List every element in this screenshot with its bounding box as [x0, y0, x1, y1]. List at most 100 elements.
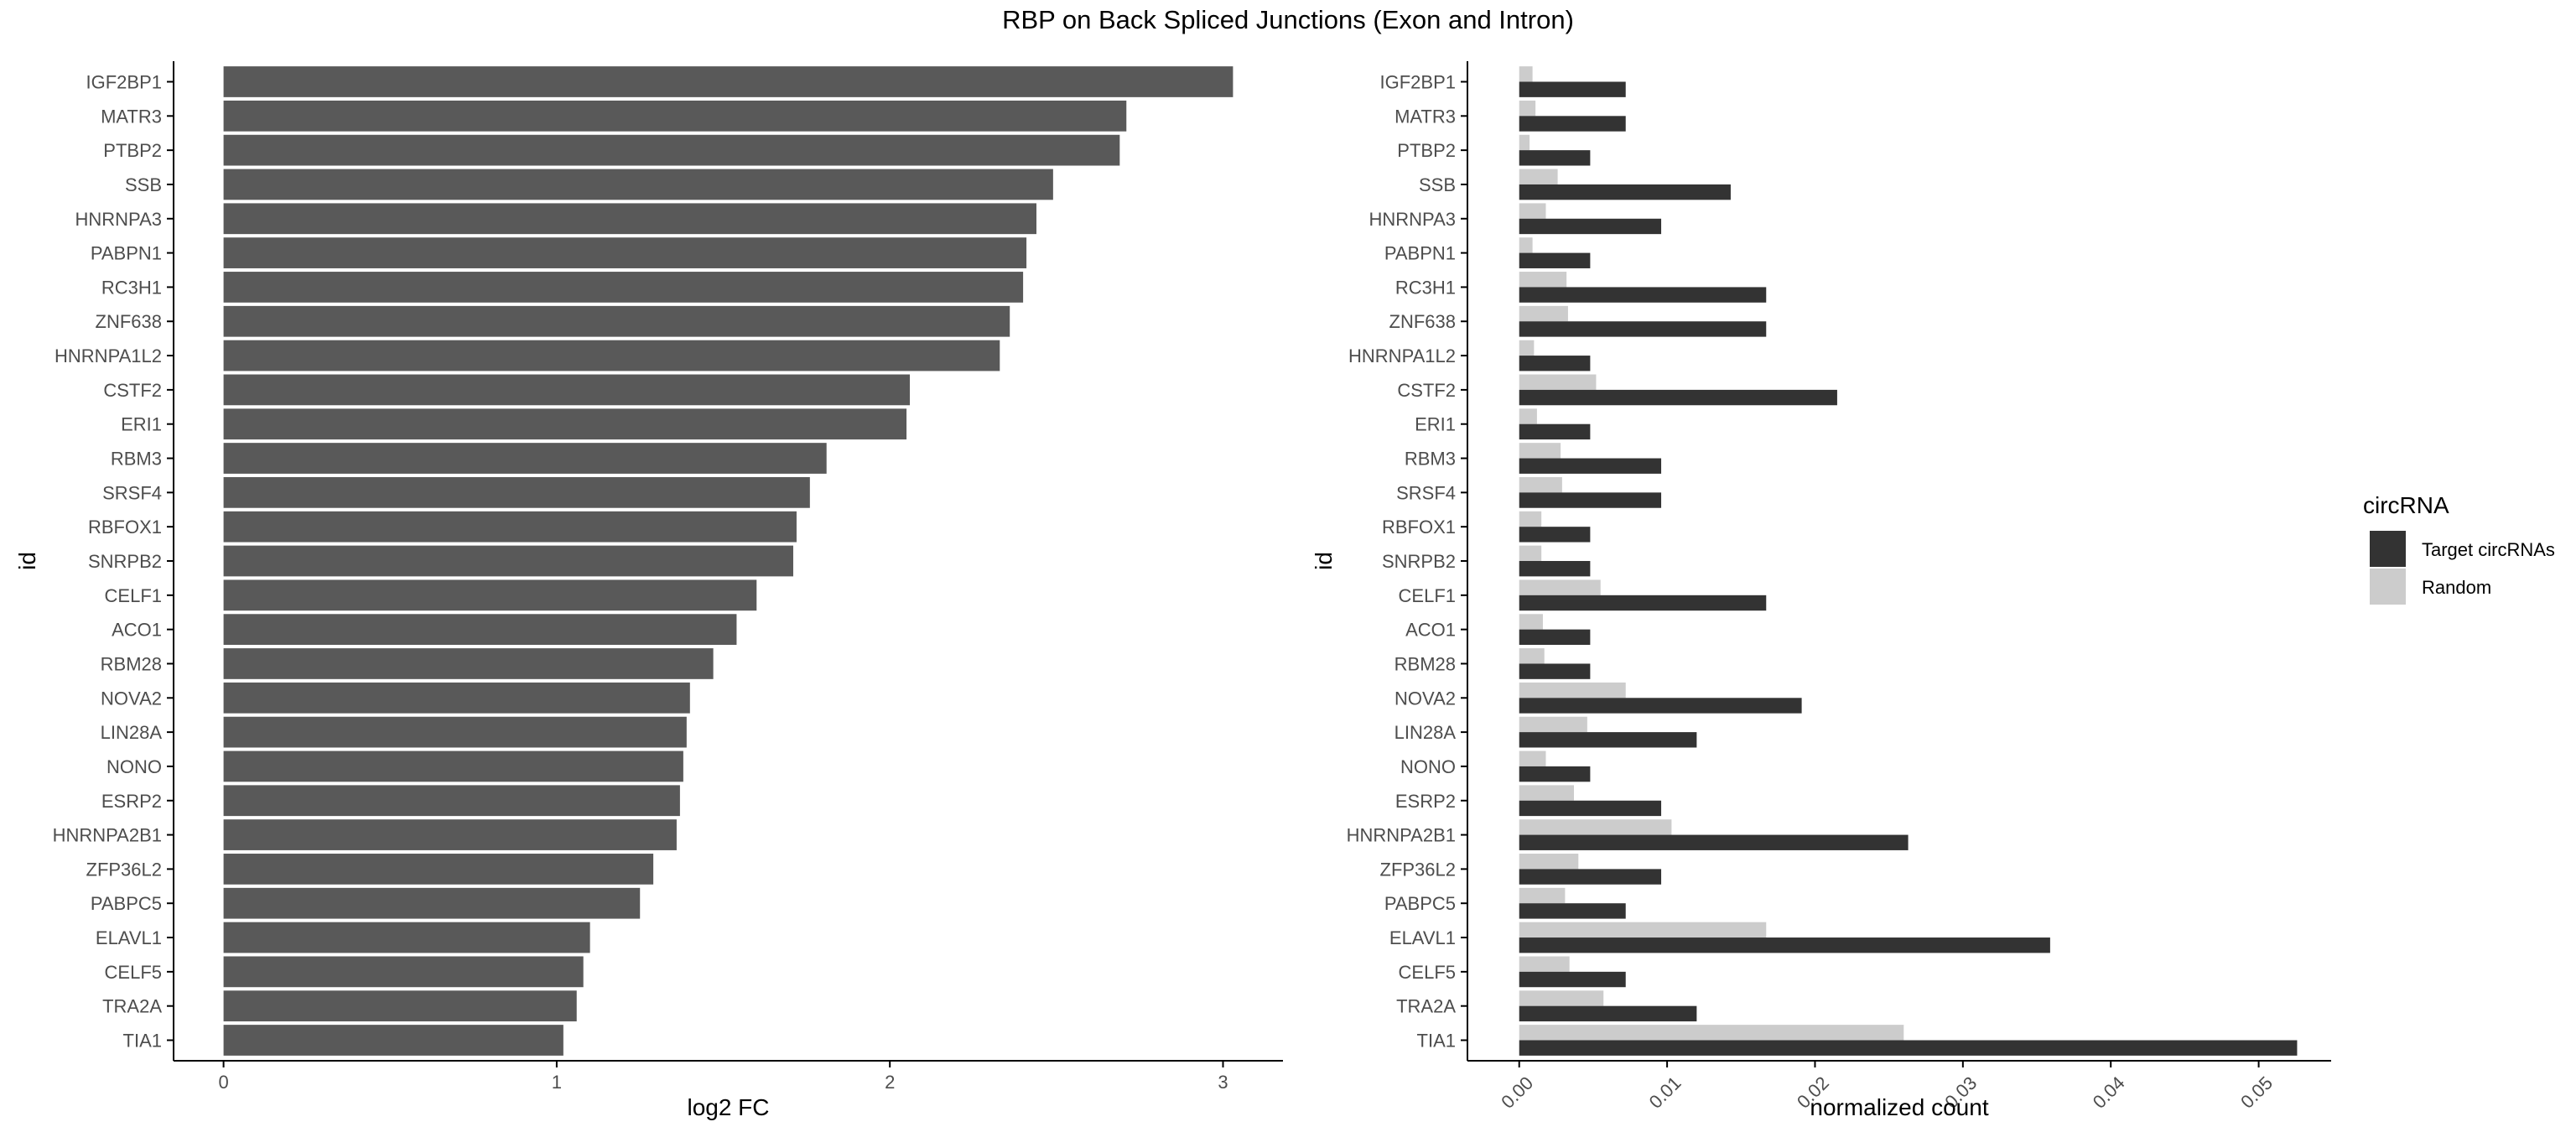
bar-lin28a-target-circrnas: [1519, 732, 1697, 748]
bar-igf2bp1: [223, 66, 1233, 97]
y-tick-label-ssb: SSB: [1419, 174, 1456, 195]
y-tick-label-hnrnpa2b1: HNRNPA2B1: [1347, 825, 1456, 846]
bar-rbm3: [223, 443, 827, 474]
bar-eri1-target-circrnas: [1519, 423, 1591, 440]
right-panel-normalized-count: IGF2BP1 MATR3 PTBP2 SSB HNRNPA3 PABPN1 RC3H1 ZN…: [1311, 61, 2331, 1120]
bar-hnrnpa3-random: [1519, 203, 1546, 219]
bar-nova2-random: [1519, 682, 1626, 699]
bar-hnrnpa1l2-random: [1519, 340, 1535, 356]
y-tick-label-nono: NONO: [1400, 756, 1456, 777]
y-tick-label-zfp36l2: ZFP36L2: [86, 859, 163, 880]
bar-igf2bp1-random: [1519, 66, 1533, 82]
y-tick-label-esrp2: ESRP2: [1395, 791, 1456, 812]
y-tick-label-tra2a: TRA2A: [102, 996, 162, 1017]
bar-esrp2-random: [1519, 785, 1574, 801]
bar-ssb-target-circrnas: [1519, 184, 1731, 200]
y-tick-label-pabpc5: PABPC5: [1384, 893, 1456, 914]
y-tick-label-igf2bp1: IGF2BP1: [86, 71, 162, 92]
x-tick-label-0-00: 0.00: [1497, 1072, 1537, 1113]
bar-ptbp2: [223, 134, 1120, 166]
bar-znf638-random: [1519, 305, 1568, 322]
y-tick-label-rbm3: RBM3: [1405, 449, 1456, 470]
bar-esrp2-target-circrnas: [1519, 800, 1662, 817]
left-panel-log2fc: IGF2BP1 MATR3 PTBP2 SSB HNRNPA3 PABPN1 RC3H1 ZN…: [14, 61, 1283, 1120]
bar-ptbp2-random: [1519, 134, 1530, 151]
x-tick-label-2: 2: [885, 1072, 895, 1093]
y-tick-label-hnrnpa1l2: HNRNPA1L2: [1348, 345, 1456, 366]
y-tick-label-ptbp2: PTBP2: [1397, 140, 1456, 161]
bar-hnrnpa2b1: [223, 819, 677, 850]
y-tick-label-eri1: ERI1: [121, 414, 162, 435]
y-tick-label-pabpn1: PABPN1: [91, 243, 162, 264]
bar-znf638: [223, 305, 1010, 337]
x-axis-title: log2 FC: [687, 1094, 769, 1120]
y-tick-label-rbm28: RBM28: [1394, 653, 1456, 674]
x-tick-label-0-05: 0.05: [2236, 1072, 2277, 1113]
bar-tia1-target-circrnas: [1519, 1040, 2298, 1056]
y-tick-label-eri1: ERI1: [1415, 414, 1456, 435]
y-tick-label-igf2bp1: IGF2BP1: [1380, 71, 1456, 92]
y-tick-label-celf1: CELF1: [1399, 585, 1456, 606]
bar-srsf4: [223, 476, 810, 508]
bar-aco1-random: [1519, 614, 1543, 630]
bar-tra2a-target-circrnas: [1519, 1005, 1697, 1022]
y-tick-label-srsf4: SRSF4: [1396, 482, 1456, 503]
bar-elavl1-target-circrnas: [1519, 937, 2050, 953]
x-tick-label-1: 1: [552, 1072, 562, 1093]
legend: circRNA Target circRNAs Random: [2363, 492, 2555, 605]
y-tick-label-nova2: NOVA2: [101, 688, 162, 709]
y-tick-label-ptbp2: PTBP2: [103, 140, 162, 161]
bar-rbm28-target-circrnas: [1519, 663, 1591, 679]
bar-pabpc5-random: [1519, 887, 1566, 904]
bar-znf638-target-circrnas: [1519, 321, 1767, 337]
bar-eri1-random: [1519, 408, 1537, 424]
y-tick-label-rbfox1: RBFOX1: [88, 517, 162, 538]
x-tick-label-3: 3: [1218, 1072, 1228, 1093]
bar-zfp36l2: [223, 854, 654, 885]
bar-aco1-target-circrnas: [1519, 629, 1591, 646]
bar-elavl1-random: [1519, 922, 1767, 938]
y-tick-label-aco1: ACO1: [112, 620, 162, 641]
bar-zfp36l2-random: [1519, 854, 1579, 870]
bar-cstf2: [223, 374, 911, 406]
y-tick-label-hnrnpa2b1: HNRNPA2B1: [53, 825, 162, 846]
bar-tra2a-random: [1519, 990, 1604, 1006]
bar-matr3-target-circrnas: [1519, 116, 1626, 132]
y-tick-label-znf638: ZNF638: [96, 311, 162, 332]
bar-pabpc5: [223, 887, 641, 919]
legend-label-target-circrnas: Target circRNAs: [2422, 539, 2555, 560]
y-tick-label-rbm3: RBM3: [111, 449, 162, 470]
bar-celf1: [223, 579, 757, 611]
y-tick-label-ssb: SSB: [125, 174, 162, 195]
y-tick-label-znf638: ZNF638: [1389, 311, 1456, 332]
bar-snrpb2: [223, 545, 793, 577]
y-tick-label-celf5: CELF5: [105, 962, 162, 983]
bar-rc3h1: [223, 272, 1024, 303]
bar-hnrnpa3: [223, 203, 1036, 235]
bar-nova2: [223, 682, 690, 714]
bar-rc3h1-target-circrnas: [1519, 287, 1767, 303]
bar-lin28a-random: [1519, 716, 1587, 733]
y-tick-label-esrp2: ESRP2: [101, 791, 162, 812]
bar-hnrnpa2b1-target-circrnas: [1519, 834, 1909, 850]
bar-tia1-random: [1519, 1025, 1904, 1041]
y-tick-label-rc3h1: RC3H1: [1395, 277, 1456, 298]
bar-srsf4-random: [1519, 476, 1562, 493]
bar-rbfox1-target-circrnas: [1519, 527, 1591, 543]
bar-celf1-target-circrnas: [1519, 595, 1767, 611]
y-axis-title: id: [14, 552, 40, 570]
bar-rbm28-random: [1519, 648, 1545, 664]
bar-hnrnpa1l2: [223, 340, 1000, 371]
bar-nono-random: [1519, 750, 1546, 766]
y-tick-label-tra2a: TRA2A: [1396, 996, 1456, 1017]
bar-rbfox1-random: [1519, 511, 1542, 527]
y-tick-label-aco1: ACO1: [1405, 620, 1456, 641]
x-tick-label-0: 0: [218, 1072, 228, 1093]
legend-label-random: Random: [2422, 577, 2491, 598]
legend-title: circRNA: [2363, 492, 2449, 518]
y-tick-label-hnrnpa3: HNRNPA3: [75, 209, 162, 230]
bar-aco1: [223, 614, 737, 646]
bar-matr3: [223, 100, 1127, 132]
y-tick-label-celf1: CELF1: [105, 585, 162, 606]
